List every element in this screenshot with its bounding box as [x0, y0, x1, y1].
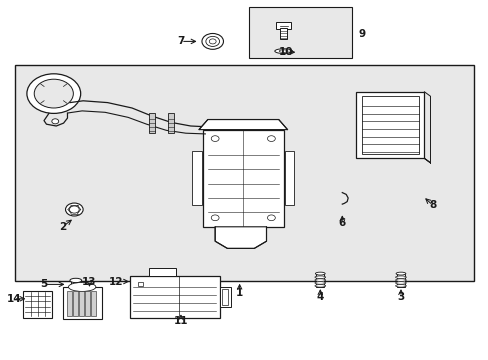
Circle shape — [27, 74, 81, 113]
Text: 13: 13 — [82, 276, 97, 287]
Bar — [148, 113, 154, 133]
Text: 8: 8 — [428, 200, 435, 210]
Bar — [361, 96, 418, 154]
Bar — [192, 151, 202, 205]
Circle shape — [69, 206, 79, 213]
Bar — [355, 92, 424, 158]
Bar — [15, 65, 473, 281]
Circle shape — [267, 136, 275, 141]
Text: 6: 6 — [338, 218, 345, 228]
Bar — [284, 151, 294, 205]
Bar — [249, 7, 351, 58]
Bar — [221, 289, 227, 305]
Ellipse shape — [314, 279, 325, 282]
Bar — [79, 291, 84, 316]
Text: 4: 4 — [316, 292, 324, 302]
Circle shape — [205, 36, 219, 46]
Text: 9: 9 — [358, 29, 365, 39]
Text: 5: 5 — [41, 279, 47, 289]
Ellipse shape — [314, 276, 325, 279]
Circle shape — [209, 39, 216, 44]
Bar — [203, 130, 283, 227]
Circle shape — [34, 79, 73, 108]
Bar — [67, 291, 72, 316]
Bar — [62, 287, 102, 319]
Ellipse shape — [395, 276, 406, 279]
Ellipse shape — [315, 272, 325, 275]
Ellipse shape — [395, 282, 406, 284]
Ellipse shape — [395, 284, 406, 287]
Bar — [71, 280, 81, 286]
Bar — [85, 291, 90, 316]
Polygon shape — [215, 227, 266, 248]
Ellipse shape — [314, 282, 325, 284]
Text: 3: 3 — [397, 292, 404, 302]
Bar — [220, 287, 230, 307]
Bar — [91, 291, 96, 316]
Text: 7: 7 — [177, 36, 184, 46]
Ellipse shape — [314, 284, 325, 287]
Bar — [396, 274, 404, 287]
Circle shape — [267, 215, 275, 221]
Bar — [138, 282, 142, 286]
Bar — [280, 28, 286, 39]
Text: 11: 11 — [173, 316, 188, 326]
Bar — [316, 274, 324, 287]
Circle shape — [211, 136, 219, 141]
Bar — [129, 276, 220, 318]
Bar — [136, 281, 149, 287]
Ellipse shape — [395, 279, 406, 282]
Ellipse shape — [274, 49, 292, 53]
Ellipse shape — [279, 50, 287, 52]
Circle shape — [211, 215, 219, 221]
Bar — [73, 291, 78, 316]
Bar — [168, 113, 174, 133]
Circle shape — [52, 119, 59, 124]
Text: 2: 2 — [59, 222, 66, 232]
Text: 14: 14 — [6, 294, 21, 304]
Text: 1: 1 — [236, 288, 243, 298]
Bar — [149, 268, 176, 276]
Ellipse shape — [68, 282, 96, 292]
Ellipse shape — [70, 278, 81, 283]
Text: 10: 10 — [278, 47, 293, 57]
Bar — [276, 22, 290, 29]
Circle shape — [65, 203, 83, 216]
Circle shape — [202, 33, 223, 49]
Polygon shape — [199, 120, 287, 130]
Ellipse shape — [395, 272, 405, 275]
Bar — [23, 291, 52, 318]
Text: 12: 12 — [109, 276, 123, 287]
